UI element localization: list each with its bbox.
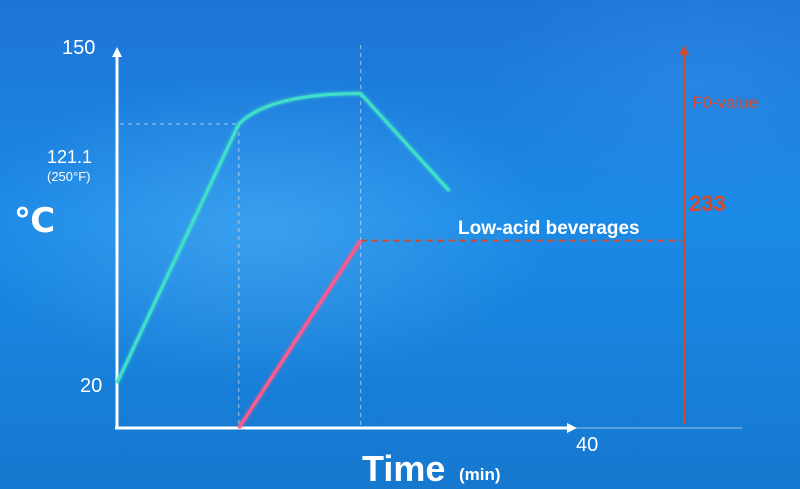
x-axis-label: Time: [362, 448, 445, 489]
f0-tick-label-233: 233: [689, 191, 726, 216]
temperature-series-line: [115, 92, 451, 384]
y-tick-label-20: 20: [80, 375, 102, 397]
f0-axis-label: F0-value: [692, 93, 758, 112]
x-tick-label-40: 40: [576, 434, 598, 456]
y-tick-label-121: 121.1: [47, 147, 92, 167]
y-axis-label: ℃: [14, 202, 55, 240]
y-tick-sublabel-250f: (250°F): [47, 169, 91, 184]
x-axis-unit: (min): [459, 465, 501, 484]
f0-series-line: [237, 239, 362, 429]
y-tick-label-150: 150: [62, 37, 95, 59]
annotation-low-acid-beverages: Low-acid beverages: [458, 218, 640, 239]
